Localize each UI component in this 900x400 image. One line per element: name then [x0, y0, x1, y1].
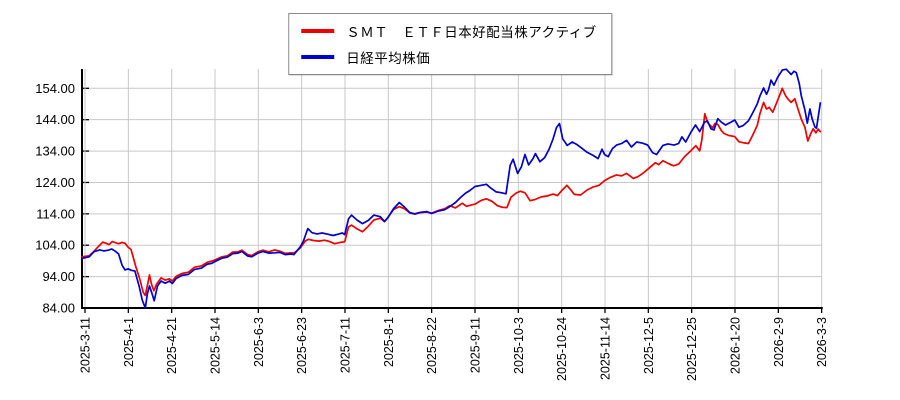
legend-item-nikkei: 日経平均株価	[301, 47, 597, 67]
x-tick-label: 2025-6-3	[252, 317, 266, 367]
legend-item-etf: ＳＭＴ ＥＴＦ日本好配当株アクティブ	[301, 21, 597, 41]
y-tick-label: 144.00	[35, 112, 75, 127]
y-tick-label: 154.00	[35, 81, 75, 96]
y-tick-label: 124.00	[35, 175, 75, 190]
x-tick-label: 2026-3-3	[815, 317, 829, 367]
x-tick-label: 2026-2-9	[772, 317, 786, 367]
series-line-1	[81, 68, 822, 309]
x-tick-label: 2025-10-3	[512, 317, 526, 374]
blue-line-marker	[301, 55, 335, 59]
x-tick-label: 2026-1-20	[728, 317, 742, 374]
y-tick-label: 84.00	[42, 301, 75, 316]
x-tick-label: 2025-5-14	[208, 317, 222, 374]
series-line-0	[81, 87, 822, 297]
x-tick-label: 2025-8-22	[425, 317, 439, 374]
x-tick-label: 2025-12-5	[642, 317, 656, 374]
chart-legend: ＳＭＴ ＥＴＦ日本好配当株アクティブ 日経平均株価	[288, 13, 612, 75]
x-tick-label: 2025-12-25	[685, 317, 699, 381]
legend-label-nikkei: 日経平均株価	[346, 51, 431, 66]
y-tick-label: 94.00	[42, 269, 75, 284]
y-tick-label: 134.00	[35, 144, 75, 159]
red-line-marker	[301, 29, 335, 33]
y-tick-label: 114.00	[36, 206, 75, 221]
x-tick-label: 2025-7-11	[338, 317, 352, 373]
y-tick-label: 104.00	[35, 238, 75, 253]
x-tick-label: 2025-11-14	[598, 317, 612, 380]
x-tick-label: 2025-4-21	[165, 317, 179, 374]
x-tick-label: 2025-6-23	[295, 317, 309, 374]
x-tick-label: 2025-3-11	[79, 317, 93, 373]
x-tick-label: 2025-8-1	[382, 317, 396, 367]
legend-label-etf: ＳＭＴ ＥＴＦ日本好配当株アクティブ	[346, 25, 597, 40]
x-tick-label: 2025-9-11	[468, 317, 482, 373]
x-tick-label: 2025-10-24	[555, 317, 569, 381]
x-tick-label: 2025-4-1	[122, 317, 136, 367]
